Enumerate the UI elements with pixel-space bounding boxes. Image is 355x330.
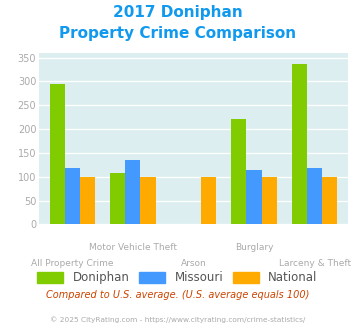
Text: © 2025 CityRating.com - https://www.cityrating.com/crime-statistics/: © 2025 CityRating.com - https://www.city… — [50, 317, 305, 323]
Bar — [80, 177, 95, 224]
Text: Compared to U.S. average. (U.S. average equals 100): Compared to U.S. average. (U.S. average … — [46, 290, 309, 300]
Legend: Doniphan, Missouri, National: Doniphan, Missouri, National — [33, 267, 322, 289]
Text: All Property Crime: All Property Crime — [31, 259, 114, 268]
Text: Larceny & Theft: Larceny & Theft — [279, 259, 351, 268]
Text: Burglary: Burglary — [235, 243, 273, 251]
Bar — [322, 177, 337, 224]
Bar — [292, 64, 307, 224]
Text: 2017 Doniphan: 2017 Doniphan — [113, 5, 242, 20]
Bar — [307, 168, 322, 224]
Bar — [246, 170, 262, 224]
Bar — [201, 177, 216, 224]
Bar — [141, 177, 155, 224]
Text: Arson: Arson — [181, 259, 206, 268]
Bar — [50, 84, 65, 224]
Bar — [231, 118, 246, 224]
Bar — [125, 160, 141, 224]
Bar — [262, 177, 277, 224]
Bar — [110, 173, 125, 224]
Text: Property Crime Comparison: Property Crime Comparison — [59, 26, 296, 41]
Bar — [65, 168, 80, 224]
Text: Motor Vehicle Theft: Motor Vehicle Theft — [89, 243, 177, 251]
